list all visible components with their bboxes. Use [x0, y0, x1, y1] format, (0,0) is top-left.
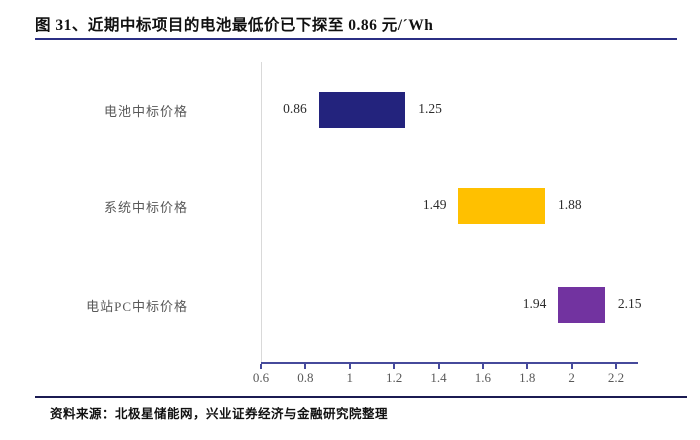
bar-max-label: 1.88 — [558, 197, 582, 212]
x-axis-tick-label: 2 — [568, 370, 575, 385]
category-label: 电站PC中标价格 — [86, 299, 188, 314]
bar-max-label: 1.25 — [418, 101, 442, 116]
bar-min-label: 0.86 — [283, 101, 307, 116]
x-axis-tick-label: 0.6 — [252, 370, 270, 385]
source-note: 资料来源：北极星储能网，兴业证券经济与金融研究院整理 — [50, 407, 389, 421]
range-bar — [318, 92, 406, 128]
x-axis-tick — [526, 364, 529, 369]
x-axis-tick-label: 1.6 — [474, 370, 491, 385]
x-axis-tick — [437, 364, 440, 369]
range-bar — [558, 287, 605, 323]
x-axis-tick-label: 1 — [346, 370, 354, 385]
footer-divider — [35, 396, 687, 398]
range-bar — [458, 188, 545, 224]
x-axis-tick — [615, 364, 617, 369]
x-axis-tick-label: 1.8 — [519, 370, 536, 385]
x-axis-tick-label: 1.4 — [430, 370, 447, 385]
bar-min-label: 1.49 — [422, 197, 447, 212]
category-label: 电池中标价格 — [103, 104, 188, 119]
category-label: 系统中标价格 — [103, 200, 188, 215]
x-axis-tick — [570, 364, 573, 369]
x-axis-tick-label: 0.8 — [297, 370, 314, 385]
title-underline — [35, 38, 677, 40]
bar-max-label: 2.15 — [617, 296, 642, 311]
bar-min-label: 1.94 — [522, 296, 547, 311]
y-axis-line — [261, 62, 262, 363]
figure-title: 图 31、近期中标项目的电池最低价已下探至 0.86 元/ˊWh — [35, 17, 434, 34]
x-axis-tick — [481, 364, 484, 369]
x-axis-tick-label: 2.2 — [607, 370, 625, 385]
x-axis-tick — [304, 364, 307, 369]
x-axis-tick-label: 1.2 — [386, 370, 403, 385]
x-axis-tick — [348, 364, 351, 369]
x-axis-line — [261, 362, 638, 364]
x-axis-tick — [393, 364, 396, 369]
x-axis-tick — [260, 364, 262, 369]
